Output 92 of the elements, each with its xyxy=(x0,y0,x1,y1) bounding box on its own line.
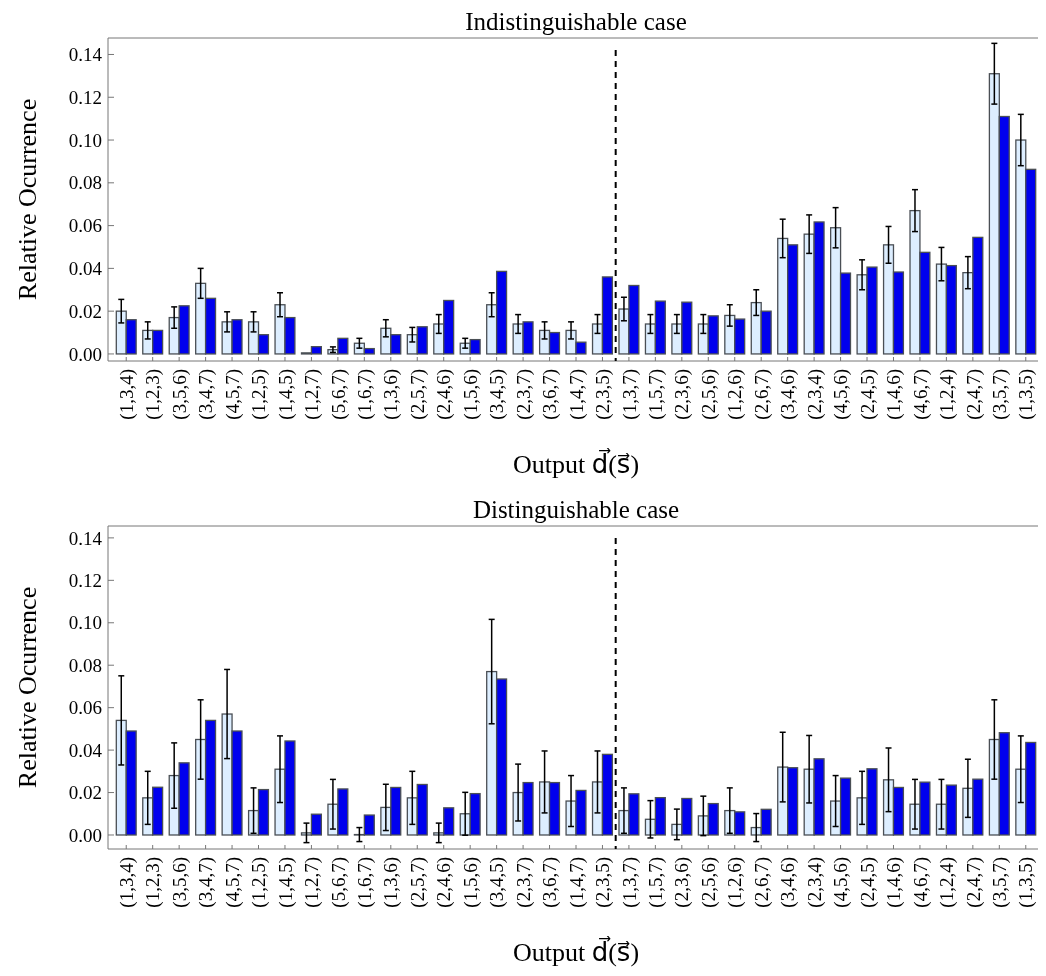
chart-title: Indistinguishable case xyxy=(465,8,687,35)
x-tick-label: (2,3,6) xyxy=(671,369,694,420)
x-tick-label: (3,4,7) xyxy=(195,857,218,908)
x-tick-label: (1,2,7) xyxy=(301,369,324,420)
x-tick-label: (1,4,6) xyxy=(883,857,906,908)
x-tick-label: (1,2,5) xyxy=(248,369,271,420)
x-axis-title: Output d⃗(s⃗) xyxy=(512,936,640,967)
y-tick-label: 0.00 xyxy=(68,343,102,365)
y-tick-label: 0.10 xyxy=(68,129,102,151)
x-tick-label: (3,4,7) xyxy=(195,369,218,420)
x-tick-label: (3,5,6) xyxy=(168,369,191,420)
x-tick-label: (1,2,7) xyxy=(301,857,324,908)
x-tick-label: (2,4,5) xyxy=(856,369,879,420)
x-tick-label: (1,3,5) xyxy=(1015,369,1038,420)
x-tick-label: (1,4,5) xyxy=(274,369,297,420)
x-tick-label: (4,5,7) xyxy=(221,857,244,908)
x-tick-label: (2,5,7) xyxy=(406,857,429,908)
x-tick-label: (2,3,4) xyxy=(803,857,826,908)
x-tick-label: (2,5,7) xyxy=(406,369,429,420)
x-tick-label: (3,4,5) xyxy=(486,857,509,908)
y-tick-label: 0.06 xyxy=(68,697,102,719)
x-tick-label: (2,4,6) xyxy=(433,857,456,908)
x-tick-label: (2,4,7) xyxy=(962,369,985,420)
x-tick-label: (4,6,7) xyxy=(909,857,932,908)
y-tick-label: 0.06 xyxy=(68,215,102,237)
x-tick-label: (2,3,7) xyxy=(512,857,535,908)
x-tick-label: (1,3,7) xyxy=(618,857,641,908)
x-tick-label: (1,5,6) xyxy=(459,369,482,420)
x-tick-label: (3,6,7) xyxy=(539,369,562,420)
x-tick-label: (1,2,3) xyxy=(142,857,165,908)
x-tick-label: (2,4,6) xyxy=(433,369,456,420)
x-tick-label: (3,6,7) xyxy=(539,857,562,908)
x-tick-label: (1,4,5) xyxy=(274,857,297,908)
x-tick-label: (2,5,6) xyxy=(697,857,720,908)
x-tick-label: (1,3,4) xyxy=(115,369,138,420)
x-tick-label: (2,3,5) xyxy=(592,857,615,908)
x-tick-label: (4,6,7) xyxy=(909,369,932,420)
y-axis-title: Relative Ocurrence xyxy=(13,98,42,301)
x-tick-label: (2,3,7) xyxy=(512,369,535,420)
x-tick-label: (4,5,6) xyxy=(830,369,853,420)
x-tick-label: (2,3,5) xyxy=(592,369,615,420)
y-tick-label: 0.10 xyxy=(68,612,102,634)
y-tick-label: 0.02 xyxy=(68,300,102,322)
x-tick-label: (1,6,7) xyxy=(353,857,376,908)
x-tick-label: (1,2,4) xyxy=(936,369,959,420)
x-tick-label: (1,2,6) xyxy=(724,857,747,908)
x-tick-label: (4,5,6) xyxy=(830,857,853,908)
y-tick-label: 0.08 xyxy=(68,654,102,676)
x-axis-title: Output d⃗(s⃗) xyxy=(512,448,640,479)
y-tick-label: 0.08 xyxy=(68,172,102,194)
x-tick-label: (2,3,6) xyxy=(671,857,694,908)
y-axis-title: Relative Ocurrence xyxy=(13,586,42,789)
y-tick-label: 0.00 xyxy=(68,824,102,846)
x-tick-label: (3,5,7) xyxy=(988,857,1011,908)
x-tick-label: (3,4,5) xyxy=(486,369,509,420)
x-tick-label: (1,3,6) xyxy=(380,369,403,420)
x-tick-label: (2,4,7) xyxy=(962,857,985,908)
x-tick-label: (1,5,7) xyxy=(645,857,668,908)
y-tick-label: 0.14 xyxy=(68,44,103,66)
x-tick-label: (1,3,5) xyxy=(1015,857,1038,908)
x-tick-label: (1,4,6) xyxy=(883,369,906,420)
x-tick-label: (1,2,6) xyxy=(724,369,747,420)
x-tick-label: (2,4,5) xyxy=(856,857,879,908)
x-tick-label: (1,4,7) xyxy=(565,369,588,420)
x-tick-label: (1,3,6) xyxy=(380,857,403,908)
x-tick-label: (1,2,3) xyxy=(142,369,165,420)
y-tick-label: 0.04 xyxy=(68,258,103,280)
y-tick-label: 0.02 xyxy=(68,782,102,804)
x-tick-label: (4,5,7) xyxy=(221,369,244,420)
x-tick-label: (2,6,7) xyxy=(750,857,773,908)
x-tick-label: (3,4,6) xyxy=(777,369,800,420)
x-tick-label: (1,2,4) xyxy=(936,857,959,908)
x-tick-label: (1,5,6) xyxy=(459,857,482,908)
x-tick-label: (5,6,7) xyxy=(327,369,350,420)
x-tick-label: (3,5,7) xyxy=(988,369,1011,420)
x-tick-label: (2,6,7) xyxy=(750,369,773,420)
x-tick-label: (1,5,7) xyxy=(645,369,668,420)
x-tick-label: (1,6,7) xyxy=(353,369,376,420)
x-tick-label: (1,3,7) xyxy=(618,369,641,420)
x-tick-label: (1,2,5) xyxy=(248,857,271,908)
y-tick-label: 0.14 xyxy=(68,527,103,549)
x-tick-label: (3,4,6) xyxy=(777,857,800,908)
x-tick-label: (3,5,6) xyxy=(168,857,191,908)
chart-title: Distinguishable case xyxy=(472,496,680,523)
x-tick-label: (1,4,7) xyxy=(565,857,588,908)
y-tick-label: 0.12 xyxy=(68,569,102,591)
y-tick-label: 0.12 xyxy=(68,86,102,108)
x-tick-label: (5,6,7) xyxy=(327,857,350,908)
x-tick-label: (2,5,6) xyxy=(697,369,720,420)
x-tick-label: (2,3,4) xyxy=(803,369,826,420)
x-tick-label: (1,3,4) xyxy=(115,857,138,908)
y-tick-label: 0.04 xyxy=(68,739,103,761)
